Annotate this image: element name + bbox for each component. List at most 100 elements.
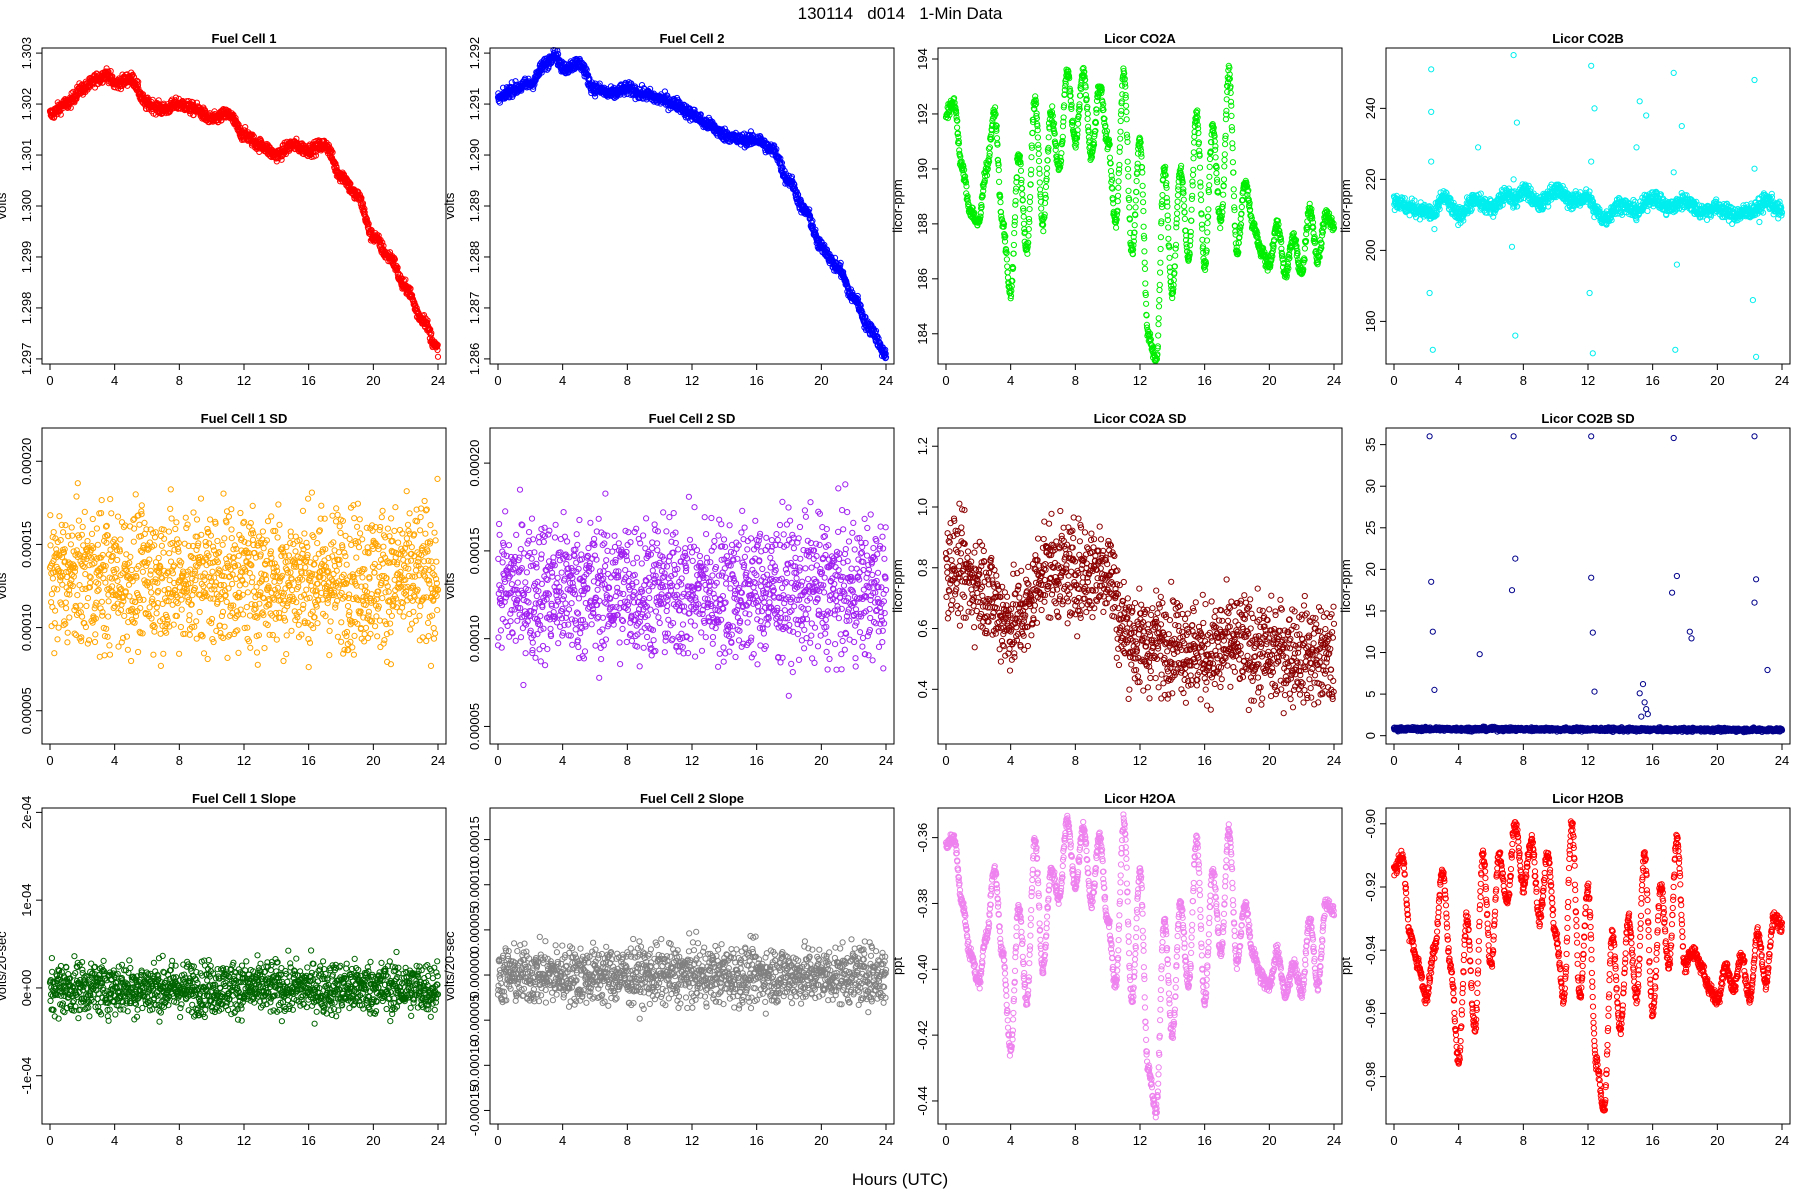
panel-title: Fuel Cell 1 — [211, 31, 276, 46]
data-point — [1204, 220, 1211, 227]
x-tick-label: 16 — [749, 373, 763, 388]
data-point — [1196, 164, 1204, 171]
y-tick-label: 184 — [915, 323, 930, 345]
x-tick-label: 4 — [1007, 373, 1014, 388]
data-point — [1189, 182, 1196, 189]
x-tick-label: 0 — [494, 373, 501, 388]
y-axis-label: volts — [0, 192, 9, 219]
data-point — [1010, 241, 1018, 249]
points — [942, 62, 1338, 365]
data-point — [1187, 228, 1194, 236]
data-point — [1025, 232, 1032, 239]
data-point — [1221, 156, 1228, 164]
data-point — [1115, 178, 1122, 185]
data-point — [1155, 332, 1162, 339]
data-point — [1018, 176, 1025, 183]
data-point — [1221, 163, 1228, 170]
data-point — [1019, 191, 1026, 198]
y-tick-label: 192 — [915, 103, 930, 125]
data-point — [1205, 206, 1212, 213]
data-point — [134, 82, 141, 89]
data-point — [1310, 230, 1317, 237]
data-point — [1035, 158, 1043, 165]
data-point — [1084, 110, 1091, 117]
data-point — [1011, 230, 1018, 237]
data-point — [1204, 229, 1211, 236]
data-point — [1228, 112, 1235, 120]
data-point — [1020, 213, 1027, 220]
x-tick-label: 8 — [624, 373, 631, 388]
y-tick-label: 186 — [915, 268, 930, 290]
data-point — [1223, 107, 1230, 115]
data-point — [134, 77, 141, 85]
y-tick-label: 1.300 — [19, 190, 34, 223]
data-point — [986, 144, 994, 151]
data-point — [1197, 191, 1204, 198]
data-point — [1115, 184, 1122, 191]
x-tick-label: 12 — [685, 373, 699, 388]
y-tick-label: 1.297 — [19, 343, 34, 376]
data-point — [71, 99, 78, 106]
data-point — [1035, 150, 1042, 157]
data-point — [1212, 154, 1219, 161]
data-point — [1165, 235, 1172, 242]
y-axis-label: licor-ppm — [890, 179, 905, 232]
data-point — [1034, 134, 1042, 141]
data-point — [954, 124, 961, 131]
data-point — [1157, 269, 1164, 276]
y-tick-label: 1.303 — [19, 37, 34, 70]
data-point — [1301, 245, 1309, 252]
y-tick-label: 1.292 — [467, 37, 482, 70]
data-point — [1123, 102, 1130, 109]
data-point — [1212, 143, 1219, 150]
points — [1390, 52, 1786, 360]
data-point — [1172, 252, 1179, 259]
data-point — [1043, 170, 1050, 177]
data-point — [1139, 191, 1146, 198]
data-point — [1045, 134, 1052, 141]
data-point — [1229, 127, 1236, 134]
y-tick-label: 1.288 — [467, 241, 482, 274]
data-point — [1198, 197, 1205, 204]
y-tick-label: 1.291 — [467, 88, 482, 121]
data-point — [1220, 176, 1228, 183]
data-point — [1157, 234, 1165, 241]
data-point — [1117, 117, 1124, 125]
data-point — [1106, 154, 1114, 161]
points — [494, 47, 890, 362]
data-point — [1012, 198, 1019, 205]
y-tick-label: 1.289 — [467, 190, 482, 223]
data-point — [1213, 170, 1220, 177]
data-point — [1190, 149, 1197, 156]
data-point — [1126, 204, 1133, 211]
data-point — [201, 107, 209, 114]
data-point — [1206, 163, 1213, 170]
data-point — [1140, 223, 1147, 230]
data-point — [1026, 206, 1033, 213]
data-point — [1003, 256, 1011, 263]
data-point — [1117, 128, 1124, 135]
data-point — [1143, 300, 1150, 307]
data-point — [1211, 138, 1218, 145]
data-point — [1140, 208, 1147, 215]
data-point — [1172, 241, 1180, 248]
data-point — [1230, 193, 1238, 200]
x-tick-label: 20 — [1262, 373, 1276, 388]
data-point — [1035, 145, 1042, 152]
data-point — [135, 78, 142, 86]
data-point — [1206, 155, 1214, 163]
main-title: 130114 d014 1-Min Data — [797, 4, 1003, 23]
data-point — [1156, 281, 1163, 288]
data-point — [1174, 210, 1181, 217]
data-point — [1189, 192, 1196, 199]
data-point — [1042, 183, 1050, 190]
data-point — [1206, 182, 1213, 189]
data-point — [1142, 280, 1149, 287]
x-tick-label: 4 — [559, 373, 566, 388]
data-point — [1040, 228, 1047, 235]
data-point — [1084, 115, 1091, 123]
